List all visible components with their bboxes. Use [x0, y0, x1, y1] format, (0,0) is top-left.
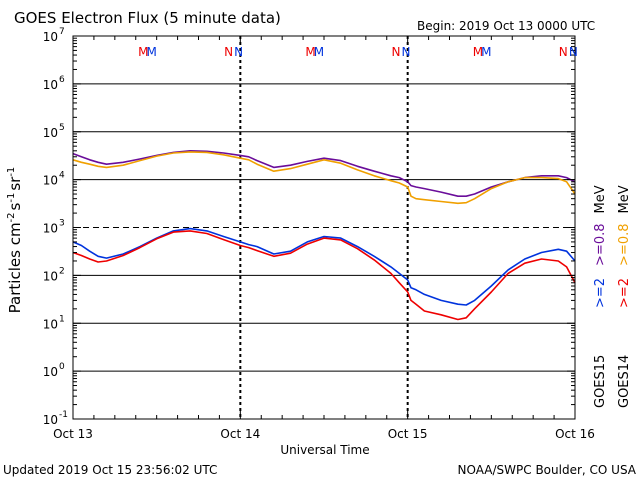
legend-goes15-energies: >=2 >=0.8 MeV: [593, 185, 608, 308]
series-line-2: [72, 227, 576, 306]
y-tick-exponent: 7: [59, 27, 65, 37]
x-tick-label: Oct 13: [53, 427, 93, 441]
series-line-0: [72, 150, 576, 197]
legend-goes15: GOES15: [593, 355, 608, 408]
legend-goes15-08mev: >=0.8: [593, 223, 608, 265]
mn-marker: N: [234, 45, 243, 59]
legend-goes14-2mev: >=2: [617, 278, 632, 308]
legend-goes14-08mev: >=0.8: [617, 223, 632, 265]
y-tick-label: 10: [43, 174, 58, 188]
y-tick-label: 10: [43, 269, 58, 283]
updated-time: Updated 2019 Oct 15 23:56:02 UTC: [3, 463, 217, 477]
mn-marker: M: [146, 45, 156, 59]
y-tick-label: 10: [43, 413, 58, 427]
y-tick-label: 10: [43, 317, 58, 331]
x-axis-label: Universal Time: [280, 443, 369, 457]
credit-text: NOAA/SWPC Boulder, CO USA: [458, 463, 637, 477]
legend: >=2 >=0.8 MeV >=2 >=0.8 MeV GOES14 GOES15: [593, 185, 632, 408]
mn-marker: M: [481, 45, 491, 59]
mn-markers: MM N N MM N N MM N N: [138, 45, 578, 59]
x-tick-label: Oct 14: [220, 427, 260, 441]
y-axis-label: Particles cm-2s-1sr-1: [6, 167, 24, 314]
chart-title: GOES Electron Flux (5 minute data): [14, 9, 281, 27]
legend-unit: MeV: [617, 185, 632, 213]
series-lines: [72, 150, 576, 321]
y-tick-label: 10: [43, 222, 58, 236]
y-tick-exponent: 5: [59, 123, 65, 133]
mn-marker: N: [224, 45, 233, 59]
y-tick-exponent: 2: [59, 266, 65, 276]
y-tick-exponent: 0: [59, 362, 65, 372]
legend-unit: MeV: [593, 185, 608, 213]
legend-goes15-2mev: >=2: [593, 278, 608, 308]
y-tick-exponent: -1: [59, 410, 68, 420]
y-axis-label-exp-1: -2: [6, 212, 17, 222]
y-tick-label: 10: [43, 30, 58, 44]
mn-marker: M: [473, 45, 483, 59]
y-axis-label-base: Particles cm: [6, 222, 24, 313]
mn-marker: N: [402, 45, 411, 59]
y-axis-label-exp-2: -1: [6, 193, 17, 203]
mn-marker: M: [314, 45, 324, 59]
y-tick-label: 10: [43, 365, 58, 379]
series-line-3: [72, 230, 576, 321]
begin-time: Begin: 2019 Oct 13 0000 UTC: [417, 19, 595, 33]
y-tick-exponent: 6: [59, 75, 65, 85]
mn-marker: N: [569, 45, 578, 59]
y-tick-label: 10: [43, 126, 58, 140]
grid-lines: [73, 83, 575, 372]
mn-marker: M: [138, 45, 148, 59]
y-tick-exponent: 1: [59, 314, 65, 324]
series-line-1: [72, 151, 576, 205]
y-tick-label: 10: [43, 78, 58, 92]
y-axis-label-mid-1: s: [6, 202, 24, 210]
legend-goes14: GOES14: [617, 355, 632, 408]
y-tick-exponent: 4: [59, 171, 65, 181]
x-tick-label: Oct 15: [388, 427, 428, 441]
y-tick-exponent: 3: [59, 219, 65, 229]
mn-marker: M: [305, 45, 315, 59]
y-axis-label-mid-2: sr: [6, 176, 24, 191]
y-axis-label-exp-3: -1: [6, 167, 17, 177]
legend-goes14-energies: >=2 >=0.8 MeV: [617, 185, 632, 308]
mn-marker: N: [559, 45, 568, 59]
mn-marker: N: [391, 45, 400, 59]
day-separators: [239, 36, 409, 419]
x-tick-label: Oct 16: [555, 427, 595, 441]
